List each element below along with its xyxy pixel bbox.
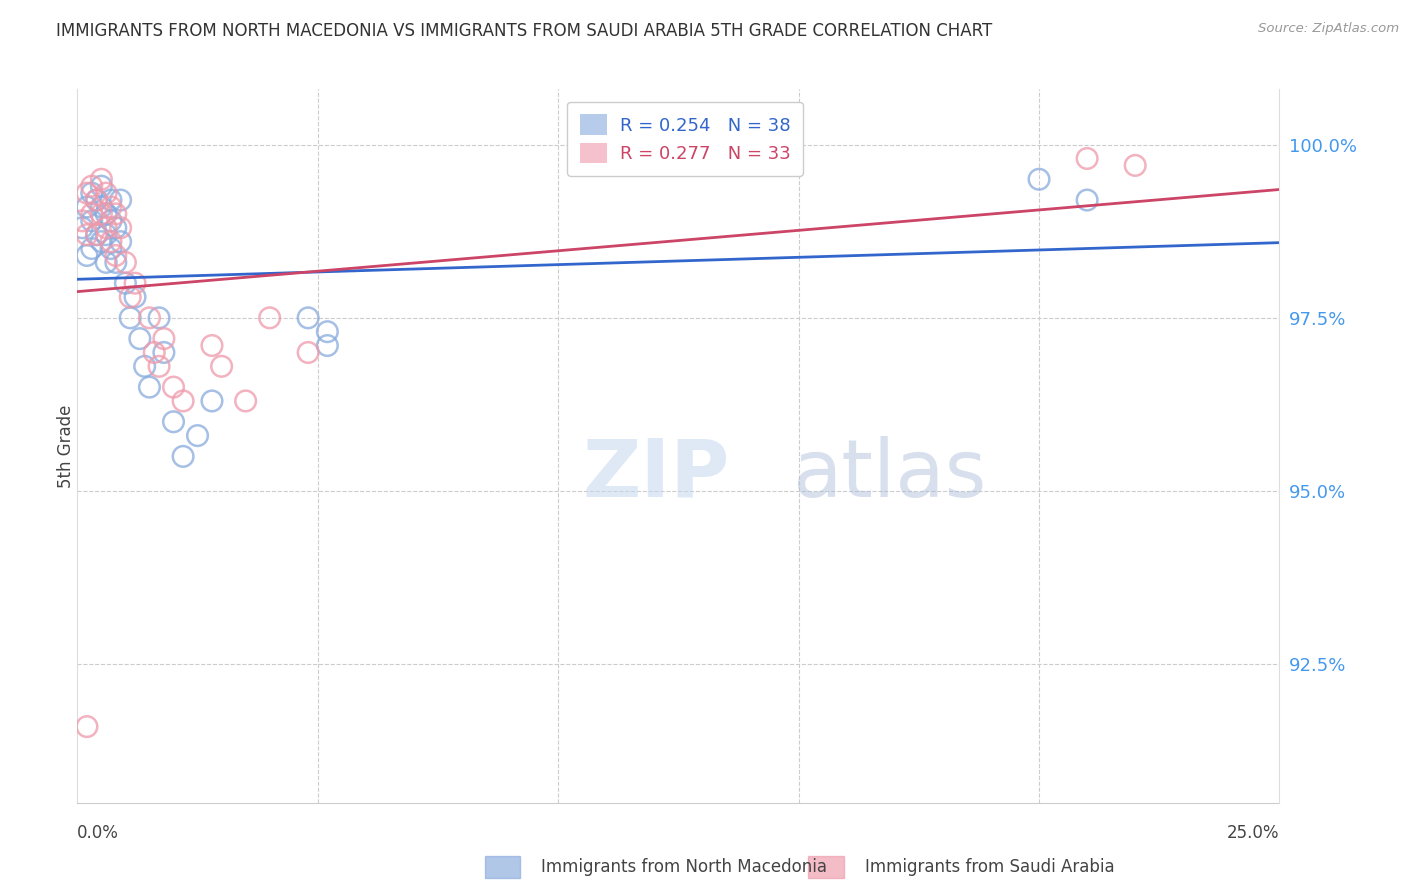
Point bbox=[187, 428, 209, 442]
Point bbox=[134, 359, 156, 374]
Point bbox=[96, 227, 118, 242]
Point bbox=[104, 248, 127, 262]
Point bbox=[211, 359, 233, 374]
Point bbox=[1123, 158, 1146, 172]
Point bbox=[138, 380, 160, 394]
Point bbox=[86, 227, 108, 242]
Point bbox=[1076, 193, 1098, 207]
Point bbox=[316, 325, 339, 339]
Point bbox=[76, 720, 98, 734]
Point bbox=[316, 338, 339, 352]
Text: 25.0%: 25.0% bbox=[1227, 823, 1279, 841]
Point bbox=[120, 310, 142, 325]
Point bbox=[80, 242, 103, 256]
Point bbox=[114, 255, 136, 269]
Point bbox=[96, 186, 118, 201]
Point bbox=[148, 359, 170, 374]
Point bbox=[1076, 152, 1098, 166]
Point bbox=[100, 214, 122, 228]
Point bbox=[1028, 172, 1050, 186]
Point bbox=[90, 200, 112, 214]
Point bbox=[96, 255, 118, 269]
Point bbox=[104, 207, 127, 221]
Point bbox=[86, 193, 108, 207]
Point bbox=[70, 220, 93, 235]
Point bbox=[138, 310, 160, 325]
Point bbox=[96, 207, 118, 221]
Point bbox=[80, 207, 103, 221]
Point bbox=[104, 220, 127, 235]
Text: IMMIGRANTS FROM NORTH MACEDONIA VS IMMIGRANTS FROM SAUDI ARABIA 5TH GRADE CORREL: IMMIGRANTS FROM NORTH MACEDONIA VS IMMIG… bbox=[56, 22, 993, 40]
Point bbox=[162, 415, 184, 429]
Point bbox=[201, 394, 224, 409]
Point bbox=[297, 310, 319, 325]
Point bbox=[70, 214, 93, 228]
Point bbox=[104, 255, 127, 269]
Point bbox=[90, 172, 112, 186]
Point bbox=[114, 276, 136, 290]
Point bbox=[90, 207, 112, 221]
Point bbox=[259, 310, 281, 325]
Point bbox=[76, 186, 98, 201]
Point bbox=[80, 214, 103, 228]
Point bbox=[124, 290, 146, 304]
Point bbox=[201, 338, 224, 352]
Point bbox=[297, 345, 319, 359]
Point bbox=[86, 227, 108, 242]
Point bbox=[124, 276, 146, 290]
Text: atlas: atlas bbox=[793, 435, 987, 514]
Text: Source: ZipAtlas.com: Source: ZipAtlas.com bbox=[1258, 22, 1399, 36]
Point bbox=[80, 179, 103, 194]
Point bbox=[153, 345, 176, 359]
Point bbox=[162, 380, 184, 394]
Point bbox=[110, 220, 132, 235]
Point bbox=[128, 332, 150, 346]
Point bbox=[235, 394, 257, 409]
Text: 0.0%: 0.0% bbox=[77, 823, 120, 841]
Point bbox=[110, 193, 132, 207]
Text: ZIP: ZIP bbox=[582, 435, 730, 514]
Point bbox=[120, 290, 142, 304]
Point bbox=[100, 242, 122, 256]
Point bbox=[100, 235, 122, 249]
Point bbox=[153, 332, 176, 346]
Point bbox=[96, 220, 118, 235]
Point bbox=[172, 450, 194, 464]
Text: Immigrants from Saudi Arabia: Immigrants from Saudi Arabia bbox=[865, 858, 1115, 876]
Point bbox=[100, 193, 122, 207]
Point bbox=[90, 235, 112, 249]
Point bbox=[90, 179, 112, 194]
Point bbox=[172, 394, 194, 409]
Y-axis label: 5th Grade: 5th Grade bbox=[58, 404, 75, 488]
Legend: R = 0.254   N = 38, R = 0.277   N = 33: R = 0.254 N = 38, R = 0.277 N = 33 bbox=[567, 102, 803, 176]
Point bbox=[76, 248, 98, 262]
Point bbox=[148, 310, 170, 325]
Point bbox=[76, 200, 98, 214]
Point bbox=[86, 193, 108, 207]
Text: Immigrants from North Macedonia: Immigrants from North Macedonia bbox=[541, 858, 827, 876]
Point bbox=[100, 200, 122, 214]
Point bbox=[110, 235, 132, 249]
Point bbox=[76, 227, 98, 242]
Point bbox=[80, 186, 103, 201]
Point bbox=[143, 345, 166, 359]
